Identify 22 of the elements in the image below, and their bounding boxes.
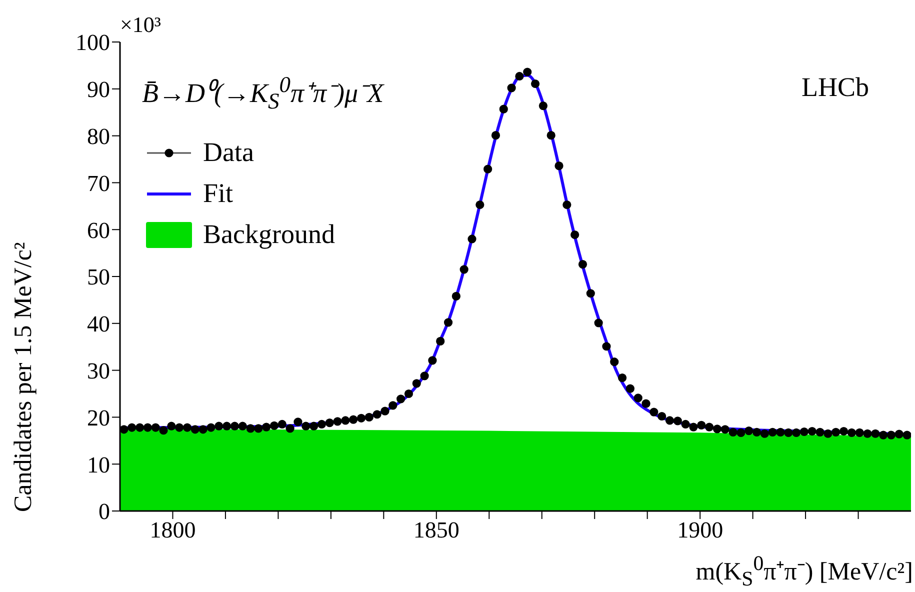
y-tick-label: 70	[87, 170, 110, 196]
legend-label: Background	[203, 219, 335, 250]
y-tick-label: 60	[87, 218, 110, 243]
legend-label: Fit	[203, 178, 234, 209]
x-tick-label: 1800	[150, 517, 196, 542]
x-axis-title: m(K$_{S}$$^{0}$π⁺π⁻) [MeV/c²]	[696, 551, 913, 592]
y-tick-label: 50	[87, 264, 110, 290]
y-tick-label: 20	[87, 405, 110, 430]
y-tick-label: 30	[87, 358, 110, 384]
x-tick-label: 1850	[413, 517, 460, 542]
text: ×10³	[120, 12, 162, 38]
y-tick-label: 90	[87, 77, 110, 102]
y-tick-label: 40	[87, 312, 110, 337]
y-tick-label: 10	[87, 452, 110, 478]
y-tick-label: 100	[76, 30, 110, 56]
text: B̄→D⁰(→K$_{S}$$^{0}$π⁺π⁻)μ⁻X	[142, 72, 384, 114]
annotation: LHCb	[802, 72, 869, 103]
y-axis-title: Candidates per 1.5 MeV/c²	[10, 242, 38, 512]
x-tick-label: 1900	[677, 517, 724, 542]
y-tick-label: 0	[98, 499, 110, 524]
legend-label: Data	[203, 137, 254, 168]
y-tick-label: 80	[87, 124, 110, 149]
